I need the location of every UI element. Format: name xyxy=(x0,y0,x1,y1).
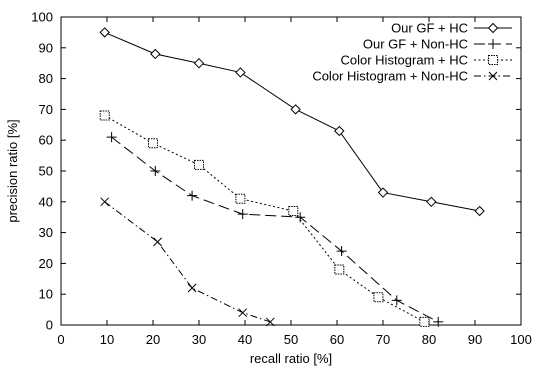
data-point xyxy=(334,125,345,137)
x-tick-label: 60 xyxy=(330,332,344,347)
data-point xyxy=(391,295,402,306)
series-line xyxy=(104,201,271,323)
data-point xyxy=(288,206,299,217)
series-1 xyxy=(99,27,485,217)
y-tick-label: 20 xyxy=(39,256,53,271)
legend-item: Our GF + Non-HC xyxy=(363,37,512,52)
data-point xyxy=(187,283,197,293)
x-tick-label: 50 xyxy=(284,332,298,347)
x-tick-label: 100 xyxy=(510,332,532,347)
y-tick-label: 80 xyxy=(39,71,53,86)
x-tick-label: 0 xyxy=(57,332,64,347)
legend-item: Color Histogram + HC xyxy=(340,53,512,68)
data-point xyxy=(150,166,161,176)
data-point xyxy=(290,104,301,115)
series-4 xyxy=(100,197,275,327)
data-point xyxy=(235,193,246,204)
data-point xyxy=(194,159,204,170)
series-layer xyxy=(99,27,485,327)
data-point xyxy=(237,209,248,220)
y-tick-label: 90 xyxy=(39,40,53,55)
y-tick-label: 100 xyxy=(31,10,53,25)
x-tick-label: 30 xyxy=(192,332,206,347)
x-axis-title: recall ratio [%] xyxy=(250,351,332,366)
y-axis-title: precision ratio [%] xyxy=(5,119,20,222)
y-tick-label: 0 xyxy=(46,318,53,333)
data-point xyxy=(153,237,162,247)
data-point xyxy=(488,39,498,49)
data-point xyxy=(148,138,158,149)
series-2 xyxy=(106,132,444,327)
data-point xyxy=(150,48,161,60)
data-point xyxy=(238,308,248,318)
y-tick-label: 70 xyxy=(39,102,53,117)
data-point xyxy=(265,317,275,327)
y-tick-label: 10 xyxy=(39,287,53,302)
data-point xyxy=(474,205,485,217)
series-line xyxy=(111,136,439,323)
y-tick-label: 60 xyxy=(39,133,53,148)
data-point xyxy=(377,187,389,198)
data-point xyxy=(193,57,205,69)
data-point xyxy=(187,190,198,201)
data-point xyxy=(488,71,498,81)
legend-item: Color Histogram + Non-HC xyxy=(312,69,512,84)
x-tick-label: 80 xyxy=(422,332,436,347)
x-tick-label: 10 xyxy=(100,332,114,347)
legend-item: Our GF + HC xyxy=(391,21,512,36)
data-point xyxy=(106,132,117,143)
x-tick-label: 40 xyxy=(238,332,252,347)
data-point xyxy=(334,264,345,275)
axis-ticks: 0 10 20 30 40 50 60 70 80 90 100 0 10 20 30 40 50 60 70 80 9… xyxy=(31,10,532,348)
x-tick-label: 90 xyxy=(468,332,482,347)
x-tick-label: 20 xyxy=(146,332,160,347)
legend-label: Our GF + HC xyxy=(391,21,468,36)
y-tick-label: 30 xyxy=(39,225,53,240)
legend-label: Color Histogram + Non-HC xyxy=(312,69,468,84)
data-point xyxy=(419,316,430,327)
data-point xyxy=(426,196,437,208)
x-tick-label: 70 xyxy=(376,332,390,347)
series-line xyxy=(104,115,425,323)
data-point xyxy=(336,246,347,257)
data-point xyxy=(99,27,110,38)
data-point xyxy=(100,197,110,207)
data-point xyxy=(235,67,246,78)
data-point xyxy=(487,22,499,34)
data-point xyxy=(99,110,110,121)
y-tick-label: 50 xyxy=(39,164,53,179)
y-tick-label: 40 xyxy=(39,194,53,209)
series-3 xyxy=(99,110,430,327)
legend-label: Our GF + Non-HC xyxy=(363,37,468,52)
data-point xyxy=(433,316,444,327)
data-point xyxy=(488,55,498,65)
data-point xyxy=(373,292,384,303)
legend-label: Color Histogram + HC xyxy=(340,53,468,68)
